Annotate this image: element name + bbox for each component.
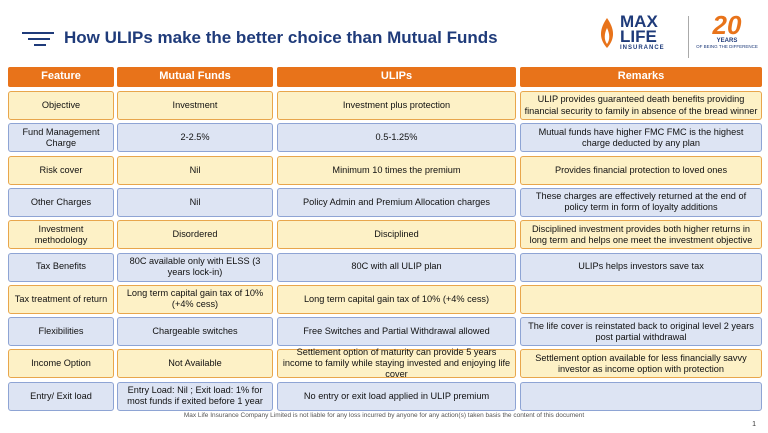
table-cell: 2-2.5% [117, 123, 273, 153]
table-cell: Nil [117, 187, 273, 217]
logo-text: MAX LIFE INSURANCE [620, 12, 665, 52]
feature-cell: Tax Benefits [8, 252, 114, 282]
table-cell: Policy Admin and Premium Allocation char… [277, 187, 516, 217]
table-cell: 0.5-1.25% [277, 123, 516, 153]
table-cell: Investment plus protection [277, 91, 516, 120]
column-header: Feature [8, 67, 114, 87]
table-cell: ULIP provides guaranteed death benefits … [520, 91, 762, 120]
table-cell: Long term capital gain tax of 10% (+4% c… [277, 284, 516, 314]
table-cell: No entry or exit load applied in ULIP pr… [277, 381, 516, 411]
table-cell: Minimum 10 times the premium [277, 155, 516, 185]
feature-cell: Flexibilities [8, 317, 114, 347]
feature-cell: Tax treatment of return [8, 284, 114, 314]
table-cell: These charges are effectively returned a… [520, 187, 762, 217]
column-header: ULIPs [277, 67, 516, 87]
badge-tagline: OF BEING THE DIFFERENCE [696, 44, 758, 49]
table-cell: Mutual funds have higher FMC FMC is the … [520, 123, 762, 153]
logo-divider [688, 16, 692, 58]
table-cell [520, 381, 762, 411]
feature-cell: Fund Management Charge [8, 123, 114, 153]
disclaimer: Max Life Insurance Company Limited is no… [183, 412, 585, 419]
logo-max: MAX [620, 12, 658, 31]
logo-flame [600, 18, 614, 48]
table-cell: Not Available [117, 349, 273, 379]
table-cell: ULIPs helps investors save tax [520, 252, 762, 282]
feature-cell: Investment methodology [8, 220, 114, 250]
badge: 20 YEARS OF BEING THE DIFFERENCE [694, 12, 760, 49]
table-cell: Long term capital gain tax of 10% (+4% c… [117, 284, 273, 314]
table-cell: Chargeable switches [117, 317, 273, 347]
table-cell: The life cover is reinstated back to ori… [520, 317, 762, 347]
feature-cell: Risk cover [8, 155, 114, 185]
feature-cell: Objective [8, 91, 114, 120]
logo-insurance: INSURANCE [620, 45, 665, 51]
table-cell: Entry Load: Nil ; Exit load: 1% for most… [117, 381, 273, 411]
table-cell: Investment [117, 91, 273, 120]
logo-life: LIFE [620, 27, 657, 46]
badge-number: 20 [712, 10, 742, 40]
feature-cell: Other Charges [8, 187, 114, 217]
table-cell: 80C available only with ELSS (3 years lo… [117, 252, 273, 282]
table-cell [520, 284, 762, 314]
feature-cell: Income Option [8, 349, 114, 379]
title: How ULIPs make the better choice than Mu… [64, 28, 498, 47]
feature-cell: Entry/ Exit load [8, 381, 114, 411]
table-cell: Provides financial protection to loved o… [520, 155, 762, 185]
table-cell: Disciplined [277, 220, 516, 250]
table-cell: Settlement option available for less fin… [520, 349, 762, 379]
table-cell: 80C with all ULIP plan [277, 252, 516, 282]
column-header: Remarks [520, 67, 762, 87]
column-header: Mutual Funds [117, 67, 273, 87]
title-icon [22, 32, 54, 46]
table-cell: Free Switches and Partial Withdrawal all… [277, 317, 516, 347]
table-cell: Disordered [117, 220, 273, 250]
page-number: 1 [752, 421, 756, 428]
table-cell: Nil [117, 155, 273, 185]
badge-word: YEARS [716, 38, 738, 44]
table-cell: Disciplined investment provides both hig… [520, 220, 762, 250]
table-cell: Settlement option of maturity can provid… [277, 347, 516, 379]
